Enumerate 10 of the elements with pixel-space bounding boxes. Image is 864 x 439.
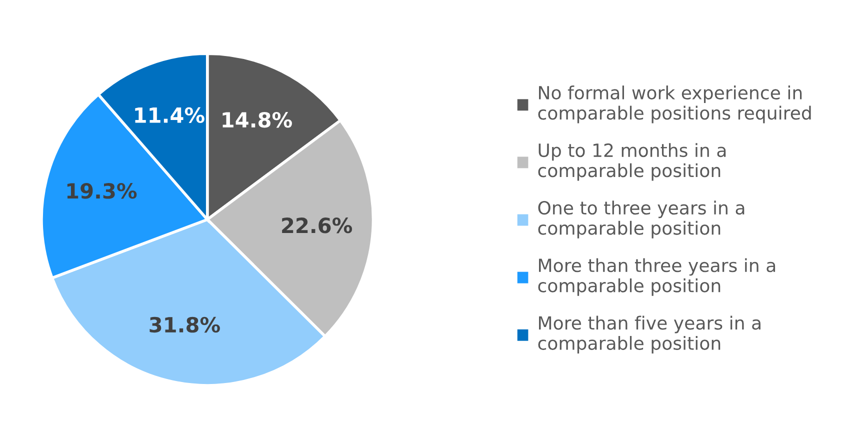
legend-label: One to three years in a comparable position bbox=[538, 200, 744, 238]
data-label: 22.6% bbox=[282, 218, 352, 234]
data-label: 14.8% bbox=[222, 112, 292, 128]
data-label: 19.3% bbox=[67, 183, 137, 199]
data-label: 31.8% bbox=[150, 316, 220, 333]
data-label: 11.4% bbox=[135, 107, 204, 124]
legend-label: Up to 12 months in a comparable position bbox=[538, 143, 726, 181]
legend-label: More than five years in a comparable position bbox=[538, 316, 760, 354]
legend-label: No formal work experience in comparable positions required bbox=[538, 86, 811, 124]
legend-label: More than three years in a comparable position bbox=[538, 258, 776, 296]
